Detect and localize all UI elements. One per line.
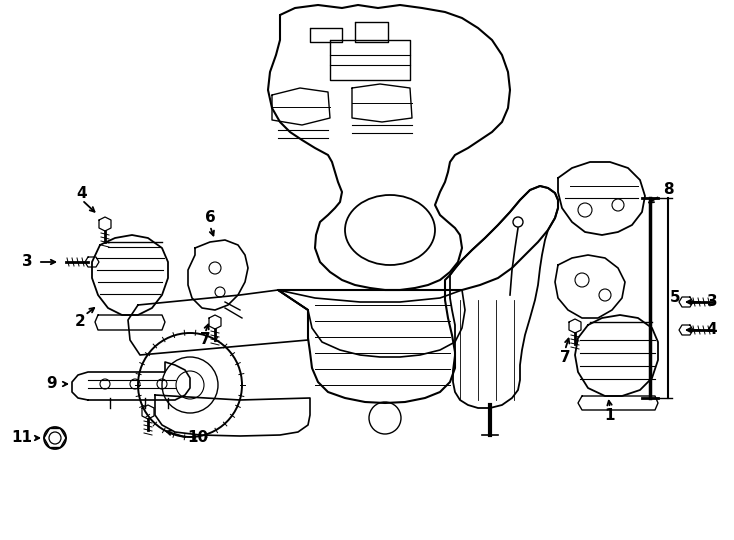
Text: 4: 4 (76, 186, 87, 200)
Text: 1: 1 (605, 408, 615, 422)
Text: 7: 7 (200, 333, 211, 348)
Text: 8: 8 (663, 183, 673, 198)
Text: 4: 4 (707, 322, 717, 338)
Text: 5: 5 (669, 291, 680, 306)
Text: 3: 3 (707, 294, 717, 309)
Text: 10: 10 (187, 430, 208, 445)
Text: 2: 2 (75, 314, 85, 329)
Text: 7: 7 (560, 350, 570, 366)
Text: 6: 6 (205, 211, 215, 226)
Text: 11: 11 (12, 430, 32, 445)
Text: 9: 9 (47, 376, 57, 392)
Text: 3: 3 (22, 254, 32, 269)
